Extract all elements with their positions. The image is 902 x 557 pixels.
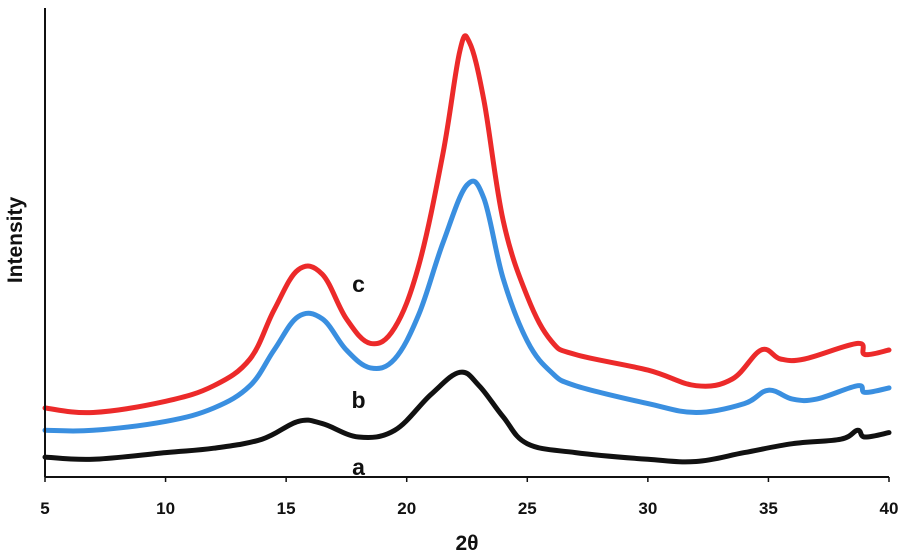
series-line-c — [42, 33, 892, 416]
x-tick-layer: 5 10 15 20 25 30 35 40 — [40, 477, 898, 518]
series-line-b — [42, 178, 892, 434]
series-layer — [42, 33, 892, 465]
x-axis-title: 2θ — [455, 532, 478, 555]
curve-label-b: b — [351, 387, 365, 413]
x-tick-label: 35 — [759, 499, 778, 518]
x-tick-label: 20 — [397, 499, 416, 518]
series-line-a — [42, 369, 892, 465]
y-axis-title: Intensity — [4, 197, 27, 284]
x-tick-label: 40 — [880, 499, 899, 518]
x-tick-label: 15 — [277, 499, 296, 518]
curve-label-layer: a b c — [351, 271, 365, 480]
curve-label-a: a — [352, 454, 365, 480]
x-tick-label: 5 — [40, 499, 49, 518]
x-tick-label: 10 — [156, 499, 175, 518]
x-tick-label: 25 — [518, 499, 537, 518]
curve-label-c: c — [352, 271, 365, 297]
x-tick-label: 30 — [638, 499, 657, 518]
